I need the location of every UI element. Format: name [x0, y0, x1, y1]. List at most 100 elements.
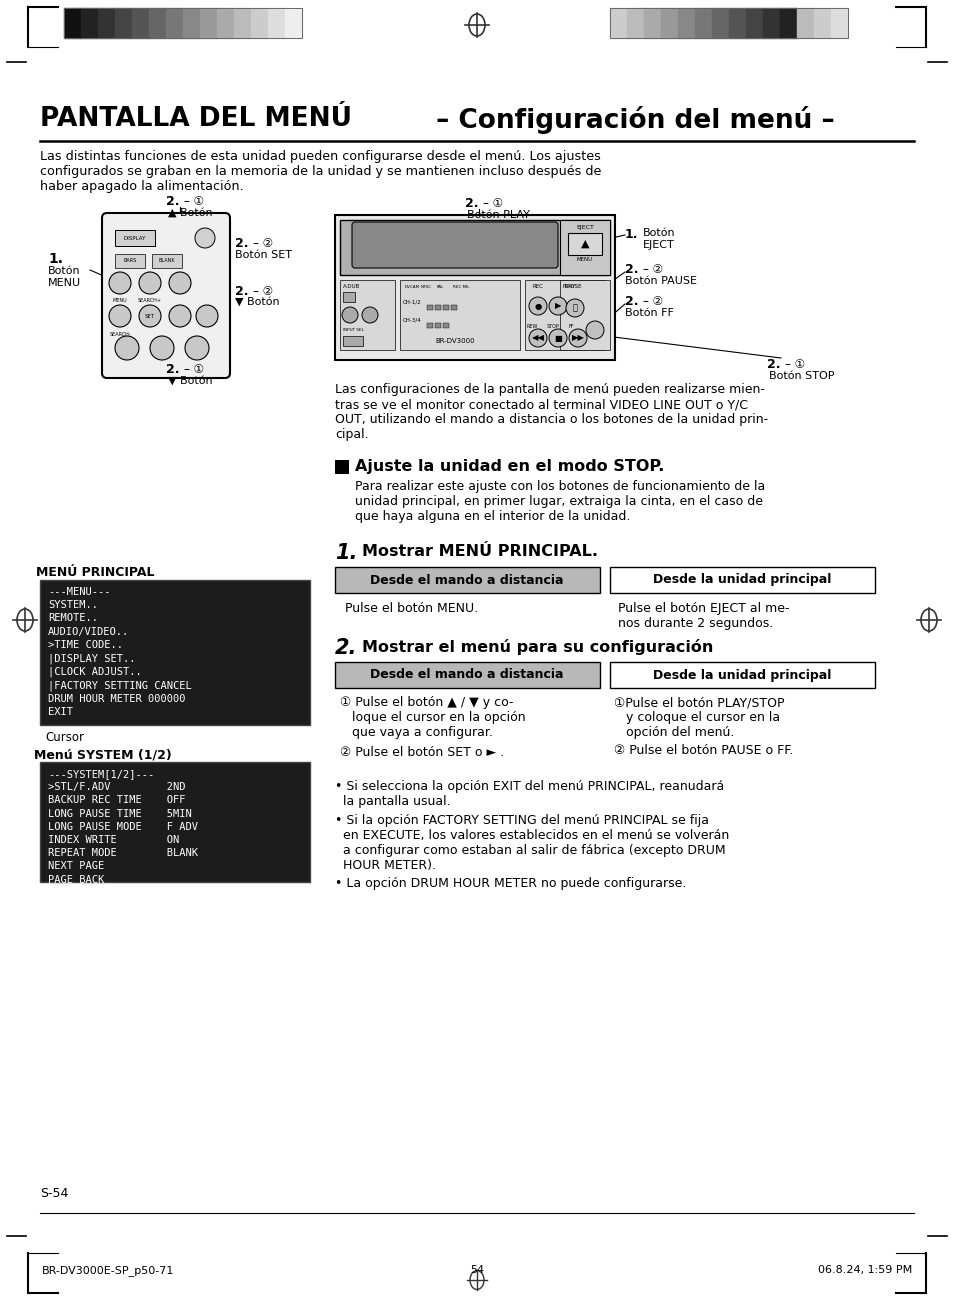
Text: ▲: ▲: [580, 239, 589, 250]
Bar: [609, 8, 626, 38]
Text: 2.: 2.: [234, 237, 248, 250]
Text: – ②: – ②: [253, 237, 273, 250]
Text: MENU: MENU: [48, 278, 81, 289]
Circle shape: [565, 299, 583, 317]
Text: • Si la opción FACTORY SETTING del menú PRINCIPAL se fija
  en EXECUTE, los valo: • Si la opción FACTORY SETTING del menú …: [335, 814, 728, 872]
Bar: [200, 8, 216, 38]
Text: BARS: BARS: [123, 259, 136, 264]
Text: Desde la unidad principal: Desde la unidad principal: [652, 573, 830, 586]
Bar: [435, 306, 440, 309]
Text: REW: REW: [526, 324, 537, 329]
Text: ▶: ▶: [554, 302, 560, 311]
Text: PLAY: PLAY: [562, 283, 576, 289]
Bar: [745, 8, 762, 38]
Bar: [285, 8, 302, 38]
Bar: [115, 230, 154, 246]
Text: SEARCH+: SEARCH+: [138, 298, 162, 303]
Bar: [559, 220, 609, 276]
Text: Para realizar este ajuste con los botones de funcionamiento de la
unidad princip: Para realizar este ajuste con los botone…: [355, 480, 764, 523]
Bar: [711, 8, 728, 38]
Bar: [728, 8, 745, 38]
Bar: [64, 8, 81, 38]
Circle shape: [548, 296, 566, 315]
Bar: [152, 254, 182, 268]
Text: EJECT: EJECT: [642, 240, 674, 250]
Text: – ②: – ②: [642, 295, 662, 308]
Text: – Configuración del menú –: – Configuración del menú –: [427, 107, 834, 134]
Text: Cursor: Cursor: [45, 731, 84, 744]
Text: 06.8.24, 1:59 PM: 06.8.24, 1:59 PM: [817, 1265, 911, 1275]
Text: – ①: – ①: [482, 198, 502, 211]
Bar: [216, 8, 233, 38]
Bar: [643, 8, 660, 38]
Text: ---MENU---
SYSTEM..
REMOTE..
AUDIO/VIDEO..
>TIME CODE..
|DISPLAY SET..
|CLOCK AD: ---MENU--- SYSTEM.. REMOTE.. AUDIO/VIDEO…: [48, 588, 192, 718]
Bar: [796, 8, 813, 38]
Text: 2.: 2.: [335, 638, 357, 658]
Bar: [335, 567, 599, 593]
Text: ●: ●: [534, 302, 541, 311]
Text: Menú SYSTEM (1/2): Menú SYSTEM (1/2): [34, 747, 172, 760]
Circle shape: [109, 306, 131, 328]
Bar: [98, 8, 115, 38]
Bar: [678, 8, 695, 38]
Text: Desde la unidad principal: Desde la unidad principal: [652, 668, 830, 681]
Text: CH-3/4: CH-3/4: [402, 318, 421, 322]
Bar: [830, 8, 847, 38]
Text: BR-DV3000: BR-DV3000: [435, 338, 475, 344]
Circle shape: [109, 272, 131, 294]
Text: BR-DV3000E-SP_p50-71: BR-DV3000E-SP_p50-71: [42, 1265, 174, 1275]
Circle shape: [585, 321, 603, 339]
Text: SEARCH-: SEARCH-: [109, 332, 131, 337]
Bar: [695, 8, 711, 38]
Bar: [64, 8, 302, 38]
Bar: [343, 292, 355, 302]
Bar: [149, 8, 166, 38]
Text: FF: FF: [568, 324, 574, 329]
Text: Botón: Botón: [48, 266, 81, 276]
Text: 2.: 2.: [234, 285, 248, 298]
Text: Ajuste la unidad en el modo STOP.: Ajuste la unidad en el modo STOP.: [355, 459, 663, 474]
Bar: [442, 322, 449, 328]
Circle shape: [139, 306, 161, 328]
Text: Mostrar MENÚ PRINCIPAL.: Mostrar MENÚ PRINCIPAL.: [361, 543, 598, 559]
Bar: [339, 220, 609, 276]
Text: ①Pulse el botón PLAY/STOP
   y coloque el cursor en la
   opción del menú.: ①Pulse el botón PLAY/STOP y coloque el c…: [614, 696, 783, 738]
FancyBboxPatch shape: [352, 222, 558, 268]
Text: ① Pulse el botón ▲ / ▼ y co-
   loque el cursor en la opción
   que vaya a confi: ① Pulse el botón ▲ / ▼ y co- loque el cu…: [339, 696, 525, 738]
Bar: [813, 8, 830, 38]
Bar: [268, 8, 285, 38]
Text: 2.: 2.: [166, 195, 179, 208]
Circle shape: [548, 329, 566, 347]
Bar: [40, 580, 310, 725]
Text: Las distintas funciones de esta unidad pueden configurarse desde el menú. Los aj: Las distintas funciones de esta unidad p…: [40, 150, 600, 192]
Text: Botón: Botón: [642, 227, 675, 238]
Text: Pulse el botón EJECT al me-
nos durante 2 segundos.: Pulse el botón EJECT al me- nos durante …: [618, 602, 789, 630]
Text: Pulse el botón MENU.: Pulse el botón MENU.: [345, 602, 477, 615]
Bar: [626, 8, 643, 38]
Bar: [132, 8, 149, 38]
Text: – ①: – ①: [784, 358, 804, 370]
Bar: [339, 280, 395, 350]
Text: STOP: STOP: [546, 324, 559, 329]
Text: 2.: 2.: [766, 358, 780, 370]
Text: Botón PLAY: Botón PLAY: [467, 211, 529, 220]
Bar: [609, 567, 874, 593]
Circle shape: [139, 272, 161, 294]
Text: Botón FF: Botón FF: [624, 308, 673, 318]
Bar: [780, 8, 796, 38]
Text: ▼ Botón: ▼ Botón: [234, 296, 279, 307]
Text: REC: REC: [533, 283, 543, 289]
Bar: [609, 662, 874, 688]
Text: 1.: 1.: [335, 543, 357, 563]
Bar: [609, 8, 847, 38]
Text: A.DUB: A.DUB: [343, 283, 360, 289]
Bar: [335, 214, 615, 360]
Bar: [524, 280, 604, 350]
Text: ② Pulse el botón SET o ► .: ② Pulse el botón SET o ► .: [339, 746, 503, 759]
Text: MENÚ PRINCIPAL: MENÚ PRINCIPAL: [35, 566, 154, 578]
Bar: [399, 280, 519, 350]
Circle shape: [195, 306, 218, 328]
Text: REC MIL: REC MIL: [453, 285, 469, 289]
Text: Botón STOP: Botón STOP: [768, 370, 834, 381]
Text: 2.: 2.: [624, 295, 638, 308]
